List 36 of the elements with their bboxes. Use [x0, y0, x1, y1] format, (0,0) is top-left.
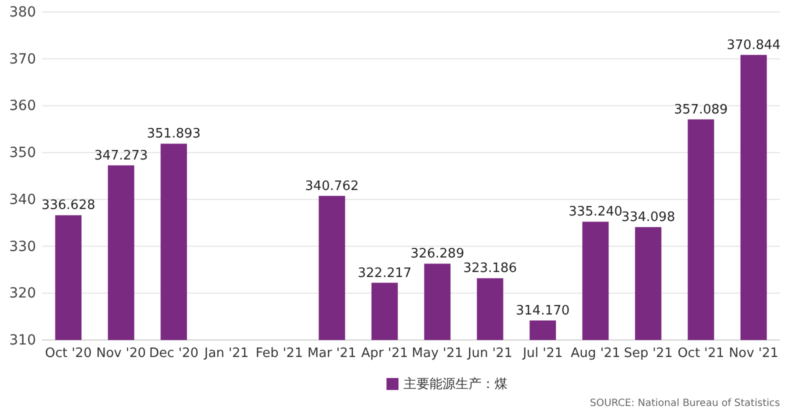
x-tick-label: Aug '21 [570, 346, 620, 362]
y-tick-label: 320 [9, 286, 36, 302]
y-tick-label: 370 [9, 51, 36, 68]
x-tick-label: Feb '21 [256, 346, 303, 362]
text: 370.844 [726, 38, 781, 53]
y-tick-label: 340 [9, 192, 36, 208]
y-tick-label: 350 [9, 145, 36, 162]
x-tick-label: Nov '21 [728, 346, 778, 362]
x-tick-label: Jun '21 [466, 346, 512, 362]
legend-label: 主要能源生产：煤 [404, 376, 508, 392]
text: 347.273 [94, 148, 148, 164]
y-tick-label: 310 [9, 332, 36, 348]
x-tick-label: Jan '21 [203, 346, 249, 362]
x-tick-label: Oct '20 [44, 346, 92, 362]
x-tick-label: Dec '20 [149, 346, 198, 362]
y-tick-label: 380 [9, 4, 36, 20]
text: 357.089 [674, 102, 728, 118]
y-tick-label: 330 [9, 238, 36, 255]
text: 314.170 [516, 303, 570, 318]
x-tick-label: Mar '21 [308, 346, 356, 362]
text: 326.289 [410, 246, 464, 262]
text: 334.098 [621, 210, 676, 226]
source-note: SOURCE: National Bureau of Statistics [590, 398, 780, 409]
x-tick-label: Nov '20 [96, 346, 146, 362]
text: 323.186 [463, 261, 517, 276]
x-tick-label: Sep '21 [624, 346, 673, 362]
x-tick-label: Oct '21 [678, 346, 724, 362]
x-tick-label: May '21 [412, 346, 463, 362]
text: 351.893 [146, 126, 201, 142]
x-tick-label: Jul '21 [522, 346, 563, 362]
text: 335.240 [568, 204, 622, 220]
text: 340.762 [305, 178, 359, 194]
x-tick-label: Apr '21 [361, 346, 408, 362]
text: 322.217 [358, 266, 412, 281]
text: 336.628 [41, 198, 96, 214]
y-tick-label: 360 [9, 98, 36, 114]
